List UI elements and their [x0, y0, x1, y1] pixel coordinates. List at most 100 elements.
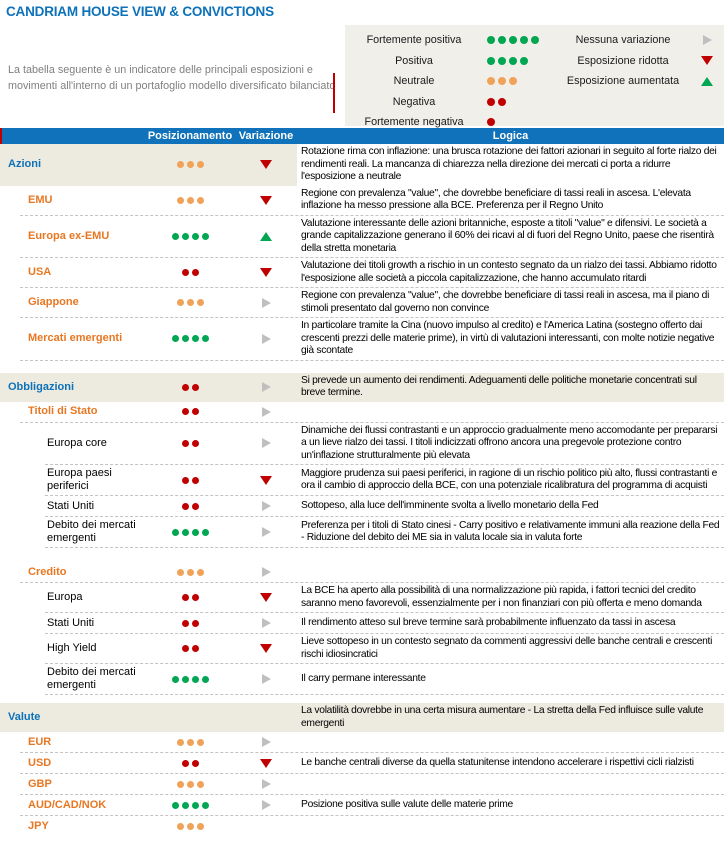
- row-separator: [20, 257, 724, 258]
- increased-exposure-icon: [693, 76, 721, 86]
- dot: [531, 36, 539, 45]
- dot: [171, 801, 179, 809]
- row-logic: Rotazione rima con inflazione: una brusc…: [301, 146, 717, 182]
- dot: [191, 439, 199, 447]
- column-header-variazione: Variazione: [238, 130, 294, 142]
- positioning-cell: [145, 664, 235, 694]
- row-separator: [45, 612, 724, 613]
- row-logic: Dinamiche dei flussi contrastanti e un a…: [301, 424, 718, 461]
- column-header-logica: Logica: [492, 130, 529, 142]
- table-row: Debito dei mercati emergenti Il carry per…: [0, 664, 724, 694]
- dot: [181, 335, 189, 343]
- row-separator: [20, 287, 724, 288]
- dots-icon: [483, 56, 551, 65]
- dot: [498, 97, 506, 106]
- dot: [196, 196, 204, 204]
- positioning-dots: [181, 439, 199, 447]
- positioning-cell: [145, 774, 235, 794]
- table-body: Azioni Rotazione rima con inflazione: una…: [0, 144, 724, 836]
- legend-item-label: Neutrale: [393, 75, 435, 88]
- dot: [191, 675, 199, 683]
- variation-cell: [235, 373, 297, 402]
- reduced-exposure-icon: [260, 160, 272, 170]
- positioning-dots: [176, 568, 204, 576]
- row-label: JPY: [28, 819, 49, 832]
- row-label: Mercati emergenti: [28, 332, 123, 345]
- legend-item-label: Nessuna variazione: [575, 34, 671, 47]
- variation-cell: [235, 288, 297, 317]
- dot: [181, 619, 189, 627]
- row-label: AUD/CAD/NOK: [28, 798, 107, 811]
- positioning-cell: [145, 318, 235, 360]
- positioning-dots: [181, 269, 199, 276]
- dot: [191, 759, 199, 767]
- header-red-mark: [0, 128, 2, 144]
- positioning-dots: [487, 97, 506, 106]
- positioning-dots: [176, 161, 204, 169]
- positioning-dots: [181, 408, 199, 415]
- no-change-icon: [261, 800, 271, 810]
- positioning-cell: [145, 583, 235, 612]
- dot: [181, 801, 189, 809]
- legend-item-label: Esposizione aumentata: [566, 75, 680, 88]
- dot: [191, 335, 199, 343]
- dot: [191, 269, 199, 276]
- variation-cell: [235, 753, 297, 773]
- no-change-icon: [261, 527, 271, 537]
- dot: [176, 299, 184, 306]
- dot: [171, 675, 179, 683]
- section-gap: [0, 548, 724, 562]
- dots-icon: [483, 36, 551, 45]
- row-logic: [297, 782, 724, 786]
- dot: [176, 161, 184, 169]
- row-logic: Posizione positiva sulle valute delle ma…: [301, 798, 513, 810]
- dot: [171, 232, 179, 240]
- row-separator: [20, 773, 724, 774]
- positioning-dots: [181, 502, 199, 510]
- dot: [520, 36, 528, 45]
- row-label: Azioni: [0, 144, 145, 186]
- legend-variation: Nessuna variazione Esposizione ridotta Esp…: [553, 30, 724, 126]
- table-row: Valute La volatilità dovrebbe in una cert…: [0, 703, 724, 732]
- dot: [509, 36, 517, 45]
- positioning-dots: [181, 759, 199, 767]
- dot: [181, 594, 189, 601]
- no-change-icon: [261, 438, 271, 449]
- dot: [487, 97, 495, 106]
- section-gap: [0, 695, 724, 703]
- positioning-cell: [145, 703, 235, 732]
- dot: [191, 619, 199, 627]
- row-logic: La volatilità dovrebbe in una certa misu…: [301, 705, 704, 729]
- row-separator: [20, 815, 724, 816]
- row-separator: [45, 633, 724, 634]
- positioning-dots: [181, 645, 199, 652]
- table-header: Posizionamento Variazione Logica: [0, 128, 724, 144]
- reduced-exposure-icon: [260, 268, 272, 277]
- dot: [176, 196, 184, 204]
- legend: Fortemente positiva Positiva Neutrale Negat…: [345, 25, 724, 128]
- legend-item: Neutrale: [345, 71, 553, 92]
- row-label: Stati Uniti: [47, 499, 95, 512]
- row-label: EUR: [28, 735, 52, 748]
- dot: [196, 780, 204, 788]
- variation-cell: [235, 583, 297, 612]
- row-logic: [297, 740, 724, 744]
- row-separator: [45, 547, 724, 548]
- row-separator: [20, 317, 724, 318]
- table-row: Stati Uniti Il rendimento atteso sul brev…: [0, 613, 724, 633]
- table-row: Debito dei mercati emergenti Preferenza p…: [0, 517, 724, 547]
- row-separator: [20, 752, 724, 753]
- no-change-icon: [261, 382, 271, 392]
- section-gap: [0, 361, 724, 373]
- variation-cell: [235, 258, 297, 287]
- reduced-exposure-icon: [260, 758, 272, 768]
- row-label: USA: [28, 266, 52, 278]
- positioning-dots: [487, 36, 539, 45]
- column-header-posizionamento: Posizionamento: [147, 130, 233, 142]
- table-row: Titoli di Stato: [0, 402, 724, 422]
- row-label: Europa paesi periferici: [47, 467, 112, 492]
- legend-item: Negativa: [345, 92, 553, 113]
- no-change-icon: [261, 737, 271, 747]
- row-label: Debito dei mercati emergenti: [47, 666, 136, 691]
- table-row: USD Le banche centrali diverse da quella …: [0, 753, 724, 773]
